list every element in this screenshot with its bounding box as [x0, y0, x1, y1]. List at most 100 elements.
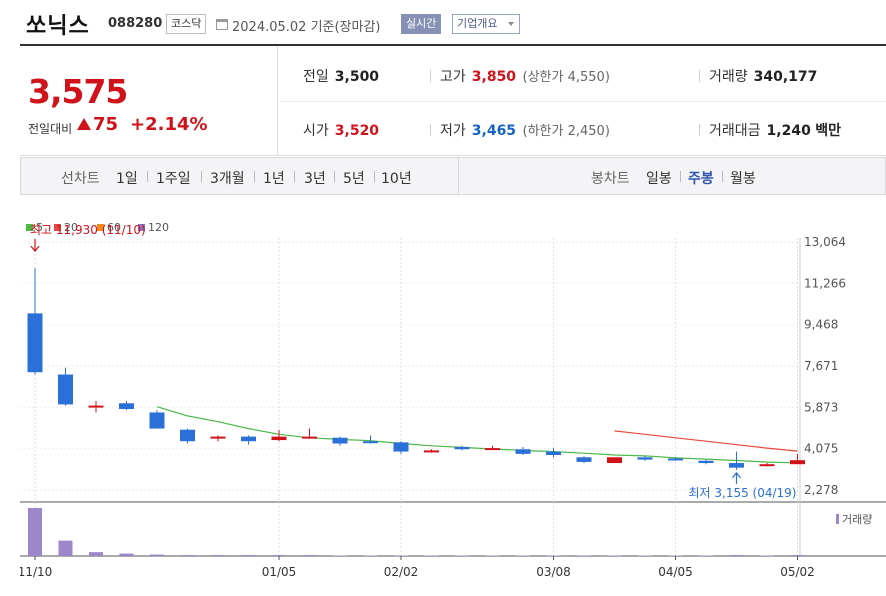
lower-limit: (하한가 2,450)	[522, 124, 610, 139]
legend-label: 20	[64, 221, 78, 234]
volume-bar	[119, 553, 134, 556]
tab-separator	[254, 171, 255, 182]
high-value: 3,850	[471, 69, 517, 85]
legend-swatch	[54, 224, 61, 231]
x-tick-label: 03/08	[536, 565, 571, 579]
candle-body	[332, 437, 348, 444]
candlestick-chart: 13,064 11,266 9,468 7,671 5,873 4,075 2,278 11/…	[18, 218, 886, 596]
max-annotation-arrowhead	[30, 245, 40, 253]
candle-body	[363, 441, 378, 444]
tab-3m[interactable]: 3개월	[210, 171, 245, 187]
volume-bar	[150, 554, 164, 556]
min-annotation-arrowhead	[732, 471, 741, 479]
line-chart-label: 선차트	[61, 171, 100, 187]
volume-bar	[28, 508, 42, 556]
volume-label: 거래량	[709, 69, 748, 85]
candle-body	[485, 448, 500, 451]
y-tick-label: 9,468	[804, 318, 838, 332]
candle-body	[729, 463, 744, 468]
candle-body	[180, 429, 195, 442]
stock-header: 쏘닉스 088280 코스닥 2024.05.02 기준(장마감) 실시간 기업…	[0, 0, 886, 44]
candle-body	[546, 451, 561, 456]
low: 저가 3,465 (하한가 2,450)	[440, 120, 610, 140]
high-label: 고가	[440, 69, 466, 85]
candle-body	[27, 313, 43, 373]
quote-panel: 3,575 전일대비 75 +2.14% 전일 3,500 고가 3,850 (상한…	[20, 46, 886, 156]
stock-name: 쏘닉스	[26, 14, 90, 39]
tab-3y[interactable]: 3년	[304, 171, 326, 187]
x-tick-label: 05/02	[780, 565, 815, 579]
prev-close-label: 전일	[303, 69, 329, 85]
market-badge: 코스닥	[166, 14, 207, 34]
volume-bar	[790, 555, 805, 556]
ma20-line	[614, 430, 798, 452]
realtime-button[interactable]: 실시간	[401, 14, 442, 34]
legend-swatch	[26, 224, 33, 231]
candle-body	[698, 460, 714, 464]
tab-1d[interactable]: 1일	[116, 171, 138, 187]
volume-bar	[211, 555, 225, 556]
separator	[699, 70, 700, 82]
x-tick-label: 01/05	[262, 565, 297, 579]
volume-bar	[58, 540, 73, 556]
y-tick-label: 7,671	[804, 359, 838, 373]
candle-body	[637, 457, 653, 460]
candle-body	[302, 436, 317, 439]
x-tick-label: 04/05	[658, 565, 693, 579]
candle-body	[393, 442, 409, 452]
chart-svg: 13,064 11,266 9,468 7,671 5,873 4,075 2,278 11/…	[18, 221, 886, 579]
company-overview-label: 기업개요	[457, 17, 498, 30]
tab-separator	[201, 171, 202, 182]
upper-limit: (상한가 4,550)	[522, 70, 610, 85]
tab-separator	[680, 171, 681, 182]
tab-monthly[interactable]: 월봉	[730, 171, 756, 187]
candle-body	[790, 460, 805, 465]
volume: 거래량 340,177	[709, 66, 817, 86]
chart-tabs: 선차트 1일 1주일 3개월 1년 3년 5년 10년 봉차트 일봉 주봉 월봉	[20, 157, 886, 195]
volume-bar	[729, 555, 744, 556]
prev-close: 전일 3,500	[303, 66, 379, 86]
caret-down-icon	[508, 22, 514, 26]
volume-bar	[272, 555, 286, 556]
separator	[430, 124, 431, 136]
tab-1w[interactable]: 1주일	[156, 171, 191, 187]
stock-code: 088280	[108, 16, 163, 31]
candle-body	[515, 449, 531, 454]
low-label: 저가	[440, 123, 466, 139]
y-tick-label: 11,266	[804, 276, 846, 290]
amount-label: 거래대금	[709, 123, 761, 139]
separator	[699, 124, 700, 136]
tab-5y[interactable]: 5년	[343, 171, 365, 187]
prev-close-value: 3,500	[334, 69, 380, 85]
company-overview-dropdown[interactable]: 기업개요	[452, 14, 520, 34]
candle-body	[454, 446, 470, 450]
tab-weekly[interactable]: 주봉	[688, 171, 714, 187]
candle-body	[88, 405, 104, 408]
y-tick-label: 13,064	[804, 235, 846, 249]
volume-bar	[302, 555, 317, 556]
trade-amount: 거래대금 1,240 백만	[709, 120, 841, 140]
legend-label: 120	[148, 221, 169, 234]
tab-1y[interactable]: 1년	[263, 171, 285, 187]
max-annotation-label: 최고 11,930 (11/10)	[30, 223, 146, 237]
calendar-icon	[216, 19, 228, 30]
change-amount: 75	[93, 114, 119, 135]
tabs-divider	[458, 158, 459, 194]
x-tick-label: 02/02	[384, 565, 419, 579]
tab-separator	[722, 171, 723, 182]
amount-unit: 백만	[815, 123, 842, 139]
volume-legend-label: 거래량	[842, 513, 872, 526]
candle-body	[271, 436, 287, 441]
y-tick-label: 2,278	[804, 483, 838, 497]
x-tick-label: 11/10	[20, 565, 52, 579]
tab-10y[interactable]: 10년	[381, 171, 412, 187]
current-price-box: 3,575 전일대비 75 +2.14%	[20, 46, 278, 156]
change-label: 전일대비	[28, 122, 73, 136]
volume-bar	[180, 555, 195, 556]
up-triangle-icon	[77, 118, 91, 130]
change-rate: +2.14%	[130, 114, 208, 135]
min-annotation-label: 최저 3,155 (04/19)	[688, 486, 796, 500]
candle-body	[58, 374, 73, 405]
base-date: 2024.05.02 기준(장마감)	[232, 20, 381, 35]
tab-daily[interactable]: 일봉	[646, 171, 672, 187]
